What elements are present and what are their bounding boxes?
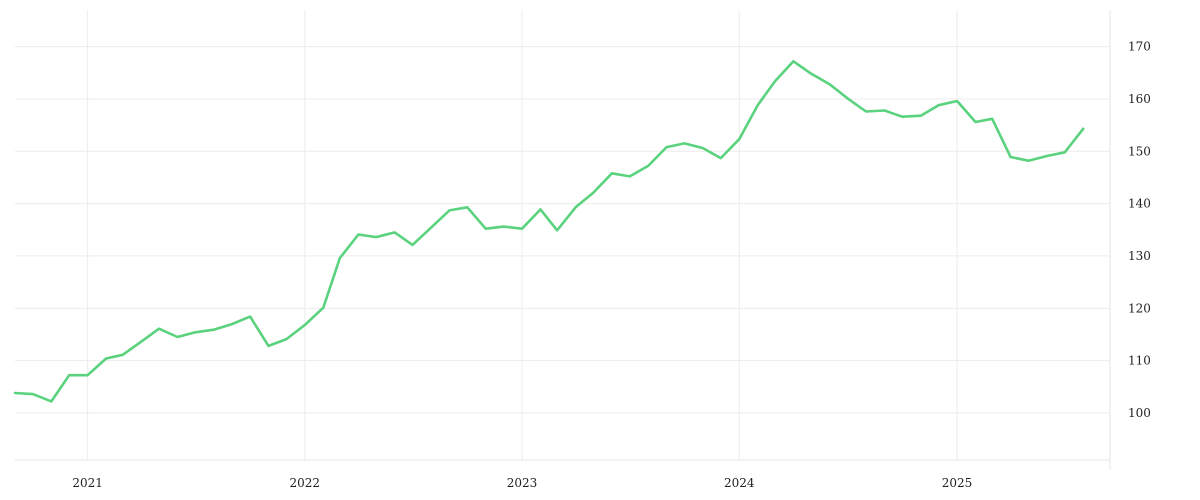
x-tick-label-2021: 2021 (72, 476, 103, 490)
y-tick-label-100: 100 (1128, 406, 1151, 420)
y-tick-label-130: 130 (1128, 249, 1151, 263)
horizontal-grid (15, 46, 1110, 414)
y-tick-label-140: 140 (1128, 197, 1151, 211)
y-tick-label-120: 120 (1128, 301, 1151, 315)
x-axis-labels: 2021 2022 2023 2024 2025 (72, 476, 972, 490)
x-tick-label-2025: 2025 (942, 476, 973, 490)
x-tick-label-2023: 2023 (507, 476, 538, 490)
series-line-0 (13, 59, 1085, 403)
x-tick-label-2024: 2024 (724, 476, 755, 490)
series-layer (13, 59, 1085, 403)
y-tick-label-170: 170 (1128, 40, 1151, 54)
x-tick-label-2022: 2022 (290, 476, 321, 490)
y-tick-label-160: 160 (1128, 92, 1151, 106)
y-tick-label-110: 110 (1128, 354, 1151, 368)
y-axis-labels: 100 110 120 130 140 150 160 170 (1128, 40, 1151, 420)
y-tick-label-150: 150 (1128, 144, 1151, 158)
vertical-grid (87, 10, 958, 460)
